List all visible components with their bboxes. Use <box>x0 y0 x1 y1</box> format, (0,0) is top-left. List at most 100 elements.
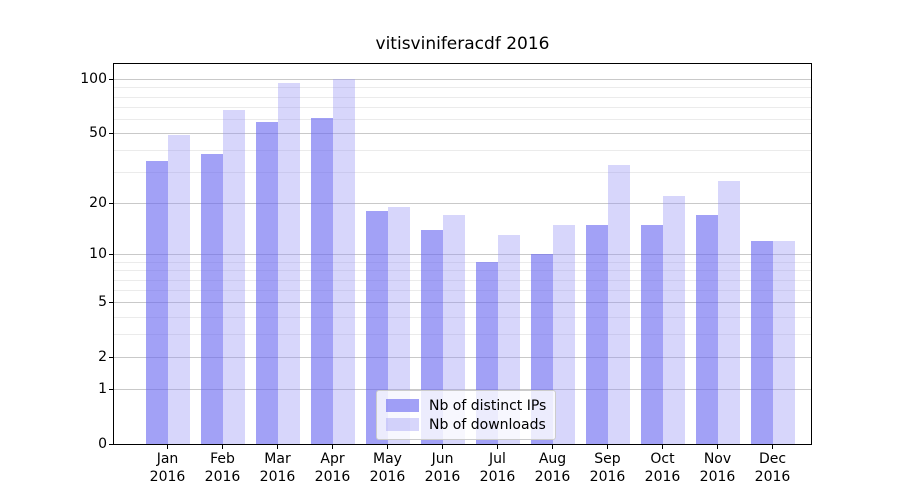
y-tick-mark-20 <box>109 202 114 204</box>
minor-gridline-70 <box>114 106 811 108</box>
bar-downloads-sep <box>607 165 630 444</box>
major-gridline-100 <box>114 79 811 80</box>
x-tick-month: Sep <box>594 451 621 467</box>
minor-gridline-4 <box>114 316 811 318</box>
legend-swatch-downloads <box>386 418 419 431</box>
x-tick-mark-sep <box>607 444 609 449</box>
x-tick-label-feb: Feb 2016 <box>188 450 258 486</box>
x-tick-year: 2016 <box>314 469 351 485</box>
y-tick-mark-0 <box>109 443 114 445</box>
bar-downloads-oct <box>662 196 685 444</box>
minor-gridline-60 <box>114 118 811 120</box>
x-tick-label-nov: Nov 2016 <box>683 450 753 486</box>
major-gridline-50 <box>114 133 811 134</box>
bar-downloads-apr <box>332 79 355 444</box>
x-tick-label-mar: Mar 2016 <box>243 450 313 486</box>
x-tick-year: 2016 <box>424 469 461 485</box>
minor-gridline-7 <box>114 279 811 281</box>
x-tick-label-dec: Dec 2016 <box>738 450 808 486</box>
x-tick-month: Dec <box>758 451 787 467</box>
minor-gridline-40 <box>114 150 811 152</box>
y-tick-label-10: 10 <box>89 246 107 263</box>
x-tick-year: 2016 <box>149 469 186 485</box>
x-tick-month: Jan <box>156 451 179 467</box>
legend-label-downloads: Nb of downloads <box>429 416 546 433</box>
x-tick-year: 2016 <box>754 469 791 485</box>
bar-distinct-ips-jan <box>145 160 168 444</box>
bar-downloads-may <box>387 207 410 444</box>
x-tick-month: May <box>373 451 402 467</box>
x-tick-year: 2016 <box>699 469 736 485</box>
x-tick-mark-aug <box>552 444 554 449</box>
y-tick-label-0: 0 <box>98 436 107 452</box>
minor-gridline-6 <box>114 290 811 292</box>
minor-gridline-9 <box>114 261 811 263</box>
y-tick-label-20: 20 <box>89 195 107 212</box>
legend-swatch-distinct-ips <box>386 399 419 412</box>
legend-entry-distinct-ips: Nb of distinct IPs <box>386 396 546 415</box>
x-tick-month: Aug <box>538 451 567 467</box>
y-tick-label-50: 50 <box>89 125 107 141</box>
bar-downloads-nov <box>717 180 740 444</box>
bar-distinct-ips-apr <box>310 117 333 444</box>
y-tick-mark-2 <box>109 356 114 358</box>
x-tick-year: 2016 <box>534 469 571 485</box>
major-gridline-20 <box>114 203 811 205</box>
y-tick-mark-5 <box>109 301 114 303</box>
bar-distinct-ips-oct <box>640 224 663 444</box>
x-tick-month: Apr <box>320 451 345 467</box>
bar-distinct-ips-dec <box>750 241 773 444</box>
x-tick-mark-dec <box>772 444 774 449</box>
legend-label-distinct-ips: Nb of distinct IPs <box>429 397 547 414</box>
bar-downloads-feb <box>222 110 245 444</box>
x-tick-month: Jul <box>489 451 506 467</box>
x-tick-year: 2016 <box>479 469 516 485</box>
y-tick-label-5: 5 <box>98 294 107 311</box>
plot-area <box>113 63 812 445</box>
x-tick-label-apr: Apr 2016 <box>298 450 368 486</box>
x-tick-year: 2016 <box>644 469 681 485</box>
x-tick-mark-jun <box>442 444 444 449</box>
x-tick-month: Feb <box>210 451 235 467</box>
x-tick-label-jun: Jun 2016 <box>408 450 478 486</box>
y-tick-mark-100 <box>109 78 114 80</box>
x-tick-mark-jul <box>497 444 499 449</box>
y-tick-label-1: 1 <box>98 381 107 398</box>
bar-downloads-jan <box>167 134 190 444</box>
y-tick-label-2: 2 <box>98 349 107 366</box>
minor-gridline-8 <box>114 270 811 272</box>
x-tick-mark-nov <box>717 444 719 449</box>
x-tick-mark-mar <box>277 444 279 449</box>
x-tick-month: Oct <box>650 451 675 467</box>
x-tick-month: Nov <box>703 451 732 467</box>
x-tick-month: Mar <box>264 451 291 467</box>
x-tick-label-jan: Jan 2016 <box>133 450 203 486</box>
x-tick-label-jul: Jul 2016 <box>463 450 533 486</box>
x-tick-label-sep: Sep 2016 <box>573 450 643 486</box>
legend-entry-downloads: Nb of downloads <box>386 415 546 434</box>
x-tick-label-oct: Oct 2016 <box>628 450 698 486</box>
x-tick-label-aug: Aug 2016 <box>518 450 588 486</box>
y-tick-label-100: 100 <box>80 71 107 87</box>
bar-downloads-jun <box>442 215 465 444</box>
x-tick-year: 2016 <box>204 469 241 485</box>
x-tick-mark-apr <box>332 444 334 449</box>
major-gridline-2 <box>114 357 811 359</box>
bar-distinct-ips-nov <box>695 215 718 444</box>
major-gridline-5 <box>114 302 811 304</box>
x-tick-year: 2016 <box>369 469 406 485</box>
x-tick-label-may: May 2016 <box>353 450 423 486</box>
x-tick-year: 2016 <box>589 469 626 485</box>
chart-title: vitisviniferacdf 2016 <box>375 34 550 54</box>
bar-downloads-dec <box>772 241 795 444</box>
minor-gridline-90 <box>114 87 811 89</box>
x-tick-mark-jan <box>167 444 169 449</box>
x-tick-month: Jun <box>431 451 454 467</box>
x-tick-year: 2016 <box>259 469 296 485</box>
bar-distinct-ips-may <box>365 211 388 444</box>
bar-distinct-ips-sep <box>585 224 608 444</box>
minor-gridline-3 <box>114 334 811 336</box>
bar-distinct-ips-mar <box>255 121 278 444</box>
major-gridline-1 <box>114 389 811 391</box>
